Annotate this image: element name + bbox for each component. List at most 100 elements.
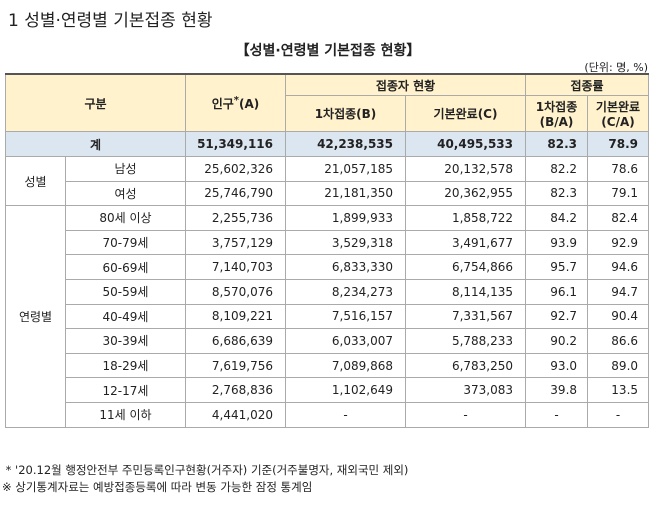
data-row: 60-69세 7,140,703 6,833,330 6,754,866 95.7 94.…: [6, 254, 650, 280]
cell: 3,529,318: [285, 229, 406, 256]
cell: 1,102,649: [285, 377, 406, 403]
cell: 13.5: [587, 377, 650, 403]
header-text: 인구: [211, 96, 234, 111]
notes: * '20.12월 행정안전부 주민등록인구현황(거주자) 기준(거주불명자, …: [2, 462, 408, 496]
note: ※ 상기통계자료는 예방접종등록에 따라 변동 가능한 잠정 통계임: [2, 480, 313, 494]
cell: 82.3: [525, 131, 589, 157]
data-row: 18-29세 7,619,756 7,089,868 6,783,250 93.0 89.…: [6, 352, 650, 379]
cell: 7,619,756: [185, 352, 286, 379]
row-label: 계: [5, 131, 186, 157]
row-label: 80세 이상: [65, 205, 186, 231]
header-cell: 1차접종 (B/A): [525, 95, 589, 132]
header-cell: 접종률: [525, 73, 650, 96]
cell: 82.4: [587, 205, 650, 231]
cell: -: [285, 401, 406, 428]
cell: 1,858,722: [404, 205, 527, 231]
cell: 78.9: [587, 131, 650, 157]
cell: -: [587, 401, 650, 428]
row-label: 70-79세: [65, 229, 186, 256]
row-label: 남성: [65, 156, 186, 182]
cell: 96.1: [525, 278, 589, 305]
header-cell: 접종자 현황: [284, 73, 527, 96]
cell: 82.3: [525, 180, 589, 207]
row-label: 50-59세: [65, 278, 186, 305]
cell: 3,757,129: [185, 229, 286, 256]
unit-note: (단위: 명, %): [584, 61, 648, 74]
cell: 6,754,866: [404, 254, 527, 280]
header-row: 1차접종(B) 기본완료(C) 1차접종 (B/A) 기본완료 (C/A): [6, 95, 650, 132]
cell: 8,234,273: [285, 278, 406, 305]
header-text: (C/A): [601, 115, 635, 129]
header-cell: 구분: [5, 73, 186, 132]
cell: 6,783,250: [404, 352, 527, 379]
row-label: 11세 이하: [65, 401, 186, 428]
cell: 90.4: [587, 303, 650, 330]
header-cell: 1차접종(B): [285, 95, 406, 132]
cell: 20,362,955: [404, 180, 527, 207]
cell: 78.6: [587, 156, 650, 182]
row-label: 60-69세: [65, 254, 186, 280]
cell: 90.2: [525, 328, 589, 354]
cell: 2,255,736: [185, 205, 286, 231]
cell: 373,083: [404, 377, 527, 403]
cell: 25,602,326: [185, 156, 286, 182]
cell: 25,746,790: [185, 180, 286, 207]
cell: 6,686,639: [185, 328, 286, 354]
cell: 82.2: [525, 156, 589, 182]
cell: 94.7: [587, 278, 650, 305]
row-label: 30-39세: [65, 328, 186, 354]
data-row: 30-39세 6,686,639 6,033,007 5,788,233 90.2 86.…: [6, 328, 650, 354]
cell: 40,495,533: [404, 131, 527, 157]
table-body: 계 51,349,116 42,238,535 40,495,533 82.3 78.9 성…: [5, 131, 650, 428]
cell: 95.7: [525, 254, 589, 280]
cell: 7,516,157: [285, 303, 406, 330]
data-row: 여성 25,746,790 21,181,350 20,362,955 82.3 79.1: [6, 180, 650, 207]
cell: 8,570,076: [185, 278, 286, 305]
header-text: 기본완료: [595, 100, 641, 114]
cell: 93.0: [525, 352, 589, 379]
group-label: 성별: [5, 155, 66, 207]
cell: 93.9: [525, 229, 589, 256]
cell: 8,109,221: [185, 303, 286, 330]
header-cell: 기본완료 (C/A): [587, 95, 650, 132]
total-row: 계 51,349,116 42,238,535 40,495,533 82.3 78.9: [5, 131, 650, 157]
cell: 92.7: [525, 303, 589, 330]
cell: 7,140,703: [185, 254, 286, 280]
data-row: 11세 이하 4,441,020- - - -: [6, 401, 650, 428]
row-label: 18-29세: [65, 352, 186, 379]
cell: -: [525, 401, 589, 428]
group-label: 연령별: [5, 205, 66, 428]
data-row: 70-79세 3,757,129 3,529,318 3,491,677 93.9 92.…: [6, 229, 650, 256]
cell: 94.6: [587, 254, 650, 280]
footnote-mark: *: [233, 94, 240, 106]
header-text: (A): [239, 96, 260, 111]
cell: 51,349,116: [185, 131, 286, 157]
cell: 42,238,535: [285, 131, 406, 157]
cell: 8,114,135: [404, 278, 527, 305]
table-title: 【성별·연령별 기본접종 현황】: [235, 43, 421, 59]
cell: 89.0: [587, 352, 650, 379]
data-row: 12-17세 2,768,836 1,102,649 373,083 39.8 13.5: [6, 377, 650, 403]
header-text: (B/A): [539, 115, 574, 129]
header-cell: 기본완료(C): [404, 95, 527, 132]
data-row: 40-49세 8,109,221 7,516,157 7,331,567 92.7 90.…: [6, 303, 650, 330]
cell: -: [404, 401, 527, 428]
cell: 39.8: [525, 377, 589, 403]
header-text: 1차접종: [535, 100, 578, 114]
data-row: 연령별 80세 이상 2,255,736 1,899,933 1,858,722 84.2…: [5, 205, 650, 428]
cell: 20,132,578: [404, 156, 527, 182]
cell: 3,491,677: [404, 229, 527, 256]
data-row: 성별 남성 25,602,326 21,057,185 20,132,578 82.2 78…: [5, 155, 650, 207]
cell: 2,768,836: [185, 377, 286, 403]
cell: 92.9: [587, 229, 650, 256]
cell: 4,441,020: [185, 401, 286, 428]
cell: 7,089,868: [285, 352, 406, 379]
row-label: 12-17세: [65, 377, 186, 403]
data-table: 구분 인구*(A) 접종자 현황 접종률 1차접종(B) 기본완료(C) 1차접…: [5, 73, 650, 428]
cell: 86.6: [587, 328, 650, 354]
heading: 1 성별·연령별 기본접종 현황: [8, 11, 213, 31]
header-cell: 인구*(A): [185, 73, 286, 132]
cell: 79.1: [587, 180, 650, 207]
